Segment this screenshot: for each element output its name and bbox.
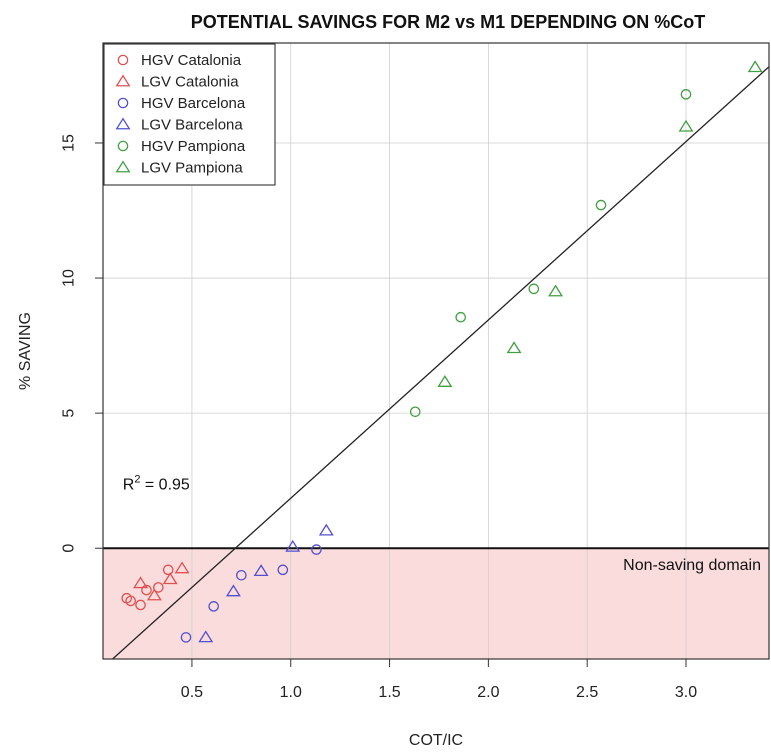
y-tick-label: 10	[61, 269, 78, 287]
data-point	[455, 311, 467, 323]
x-tick-label: 0.5	[181, 684, 203, 701]
legend-label: LGV Catalonia	[141, 74, 239, 91]
r-squared-annotation: R2 = 0.95	[123, 474, 190, 494]
x-tick-label: 1.0	[280, 684, 302, 701]
r-squared-value: = 0.95	[140, 477, 189, 494]
data-point	[409, 406, 421, 418]
legend-marker	[117, 54, 129, 66]
data-point	[506, 341, 522, 354]
legend-box	[103, 43, 276, 186]
legend-marker	[115, 74, 131, 87]
chart-title: POTENTIAL SAVINGS FOR M2 vs M1 DEPENDING…	[191, 12, 705, 32]
data-point	[277, 564, 289, 576]
y-axis-label: % SAVING	[17, 312, 34, 390]
r-squared-superscript: 2	[134, 474, 140, 486]
legend-label: LGV Barcelona	[141, 117, 243, 134]
legend-label: HGV Barcelona	[141, 95, 246, 112]
data-point	[225, 584, 241, 597]
data-point	[311, 544, 322, 555]
data-point	[125, 595, 136, 607]
regression-line	[112, 66, 770, 660]
data-point	[180, 632, 192, 643]
x-tick-label: 2.0	[477, 684, 499, 701]
data-point	[153, 582, 164, 593]
data-point	[198, 630, 214, 643]
x-tick-label: 3.0	[675, 684, 697, 701]
grid	[103, 43, 769, 659]
data-point	[253, 564, 269, 577]
data-point	[174, 561, 190, 574]
data-point	[162, 564, 174, 576]
data-point	[285, 539, 301, 552]
data-point	[133, 576, 149, 589]
y-tick-label: 5	[61, 409, 78, 418]
data-points	[121, 60, 763, 643]
y-tick-label: 0	[61, 544, 78, 553]
legend: HGV Catalonia LGV Catalonia HGV Barcelona L…	[103, 43, 276, 186]
legend-marker	[117, 140, 129, 152]
data-point	[678, 119, 694, 132]
y-axis-ticks: 0 5 10 15	[61, 134, 103, 553]
data-point	[595, 199, 607, 211]
legend-marker	[115, 160, 131, 173]
plot-border	[102, 42, 770, 660]
data-point	[528, 283, 540, 295]
data-point	[146, 588, 162, 601]
legend-label: HGV Catalonia	[141, 52, 242, 69]
x-axis-label: COT/IC	[409, 732, 463, 749]
x-axis-ticks: 0.5 1.0 1.5 2.0 2.5 3.0	[181, 659, 697, 701]
x-tick-label: 1.5	[378, 684, 400, 701]
data-point	[747, 60, 763, 73]
r-squared-r: R	[123, 477, 135, 494]
legend-marker	[115, 117, 131, 130]
data-point	[141, 584, 152, 596]
data-point	[162, 572, 178, 585]
data-point	[236, 569, 247, 581]
legend-label: LGV Pampiona	[141, 160, 243, 177]
data-point	[680, 89, 692, 100]
data-point	[208, 601, 219, 612]
data-point	[548, 284, 564, 297]
non-saving-domain-label: Non-saving domain	[623, 557, 761, 574]
y-tick-label: 15	[61, 134, 78, 152]
data-point	[135, 599, 146, 611]
data-point	[318, 523, 334, 536]
x-tick-label: 2.5	[576, 684, 598, 701]
legend-label: HGV Pampiona	[141, 138, 246, 155]
legend-marker	[117, 97, 129, 109]
data-point	[437, 375, 453, 387]
